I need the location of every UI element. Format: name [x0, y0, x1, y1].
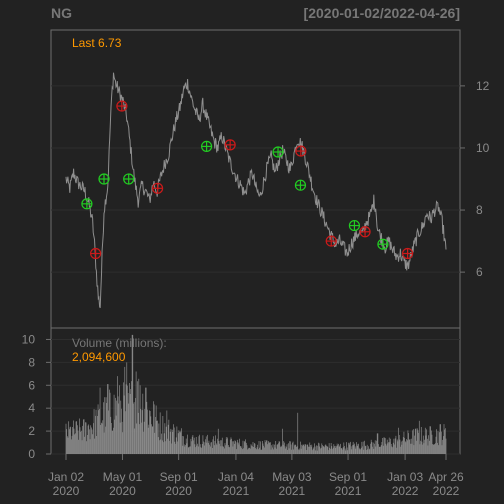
- volume-tick-label: 4: [28, 401, 35, 415]
- buy-marker: [81, 198, 93, 210]
- volume-tick-label: 2: [28, 424, 35, 438]
- x-tick-label-year: 2022: [392, 484, 419, 498]
- x-tick-label-year: 2021: [335, 484, 362, 498]
- x-tick-label-date: Sep 01: [329, 470, 367, 484]
- date-range-title: [2020-01-02/2022-04-26]: [304, 5, 460, 21]
- price-tick-label: 6: [476, 265, 483, 279]
- sell-marker: [295, 145, 307, 157]
- price-y-axis: 6 8 10 12: [460, 79, 490, 279]
- price-tick-label: 10: [476, 141, 490, 155]
- volume-tick-label: 0: [28, 447, 35, 461]
- x-tick-label-year: 2022: [433, 484, 460, 498]
- volume-panel: 0 2 4 6 8 10 Volume (millions): 2,094,600: [22, 327, 461, 461]
- volume-bars: [65, 334, 447, 454]
- x-tick-label-date: Jan 03: [387, 470, 423, 484]
- volume-y-axis: 0 2 4 6 8 10: [22, 332, 51, 461]
- x-tick-label-date: May 01: [103, 470, 143, 484]
- x-tick-label-date: Sep 01: [160, 470, 198, 484]
- sell-marker: [224, 139, 236, 151]
- sell-marker: [359, 226, 371, 238]
- sell-marker: [90, 247, 102, 260]
- x-tick-label-year: 2021: [223, 484, 250, 498]
- sell-marker: [325, 235, 337, 247]
- symbol-title: NG: [51, 5, 72, 21]
- x-tick-label-date: Apr 26: [428, 470, 464, 484]
- buy-marker: [98, 173, 110, 185]
- volume-label: Volume (millions):: [72, 336, 167, 350]
- x-tick-label-date: Jan 02: [48, 470, 84, 484]
- x-tick-label-year: 2020: [53, 484, 80, 498]
- last-price-label: Last 6.73: [72, 36, 122, 50]
- sell-marker: [116, 100, 128, 112]
- x-tick-label-year: 2021: [279, 484, 306, 498]
- volume-tick-label: 6: [28, 378, 35, 392]
- buy-marker: [272, 146, 284, 158]
- sell-marker: [151, 182, 164, 194]
- x-tick-label-year: 2020: [109, 484, 136, 498]
- buy-marker: [201, 140, 213, 153]
- buy-marker: [123, 173, 135, 185]
- price-tick-label: 8: [476, 203, 483, 217]
- x-tick-label-date: May 03: [272, 470, 312, 484]
- signal-markers: [81, 100, 414, 260]
- volume-tick-label: 10: [22, 332, 36, 346]
- buy-marker: [294, 179, 307, 191]
- price-grid: [51, 85, 460, 273]
- sell-marker: [402, 247, 414, 260]
- x-tick-label-year: 2020: [165, 484, 192, 498]
- volume-value: 2,094,600: [72, 350, 126, 364]
- buy-marker: [377, 238, 389, 250]
- price-panel: 6 8 10 12 Last 6.73: [50, 29, 490, 329]
- buy-marker: [348, 219, 361, 232]
- x-tick-label-date: Jan 04: [218, 470, 254, 484]
- volume-tick-label: 8: [28, 355, 35, 369]
- price-tick-label: 12: [476, 79, 490, 93]
